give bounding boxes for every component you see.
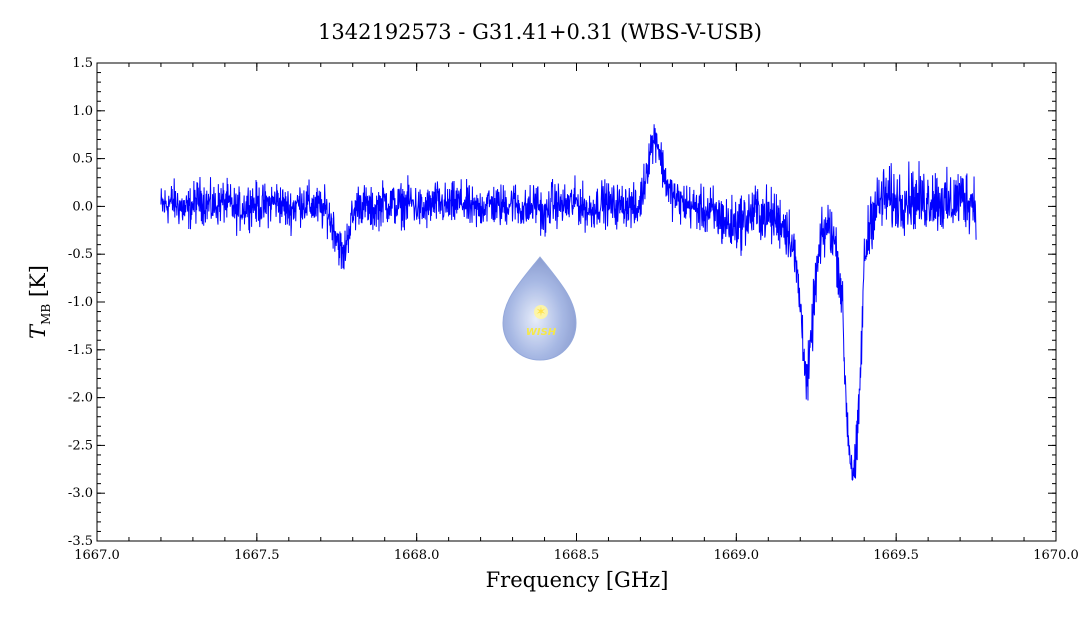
- series-line: [160, 124, 977, 481]
- y-tick-label: -3.0: [68, 486, 93, 501]
- y-tick-labels: 1.5 1.0 0.5 0.0 -0.5 -1.0 -1.5 -2.0 -2.5 -3.0 -3.5: [68, 56, 93, 549]
- y-tick-label: -1.5: [68, 343, 93, 358]
- y-axis-label: TMB [K]: [26, 265, 53, 339]
- svg-text:TMB [K]: TMB [K]: [26, 265, 53, 339]
- y-axis-label-main: T: [26, 323, 50, 339]
- x-tick-label: 1668.0: [394, 548, 440, 563]
- y-axis-label-unit-text: [K]: [26, 265, 50, 297]
- star-icon: [534, 305, 548, 319]
- star-glyph: ✶: [536, 305, 547, 320]
- y-axis-label-unit: [26, 297, 50, 304]
- logo-text: WISH: [526, 327, 557, 338]
- x-axis-label: Frequency [GHz]: [486, 568, 669, 592]
- chart-title: 1342192573 - G31.41+0.31 (WBS-V-USB): [318, 20, 762, 44]
- y-tick-label: 0.5: [72, 152, 93, 167]
- y-tick-label: 1.5: [72, 56, 93, 71]
- y-tick-label: 1.0: [72, 104, 93, 119]
- wish-logo: ✶ WISH: [502, 256, 577, 361]
- y-tick-label: -2.5: [68, 438, 93, 453]
- y-tick-label: 0.0: [72, 199, 93, 214]
- x-tick-labels: 1667.0 1667.5 1668.0 1668.5 1669.0 1669.5 1670…: [74, 548, 1079, 563]
- x-tick-label: 1667.5: [234, 548, 280, 563]
- x-tick-label: 1669.5: [873, 548, 919, 563]
- plot-frame: [96, 62, 1057, 542]
- y-tick-label: -0.5: [68, 247, 93, 262]
- y-tick-label: -2.0: [68, 391, 93, 406]
- y-tick-label: -1.0: [68, 295, 93, 310]
- x-tick-label: 1667.0: [74, 548, 120, 563]
- y-tick-label: -3.5: [68, 534, 93, 549]
- y-axis-label-sub: MB: [39, 304, 53, 325]
- axis-ticks: [96, 62, 1057, 542]
- x-tick-label: 1668.5: [554, 548, 600, 563]
- x-tick-label: 1669.0: [714, 548, 760, 563]
- x-tick-label: 1670.0: [1033, 548, 1079, 563]
